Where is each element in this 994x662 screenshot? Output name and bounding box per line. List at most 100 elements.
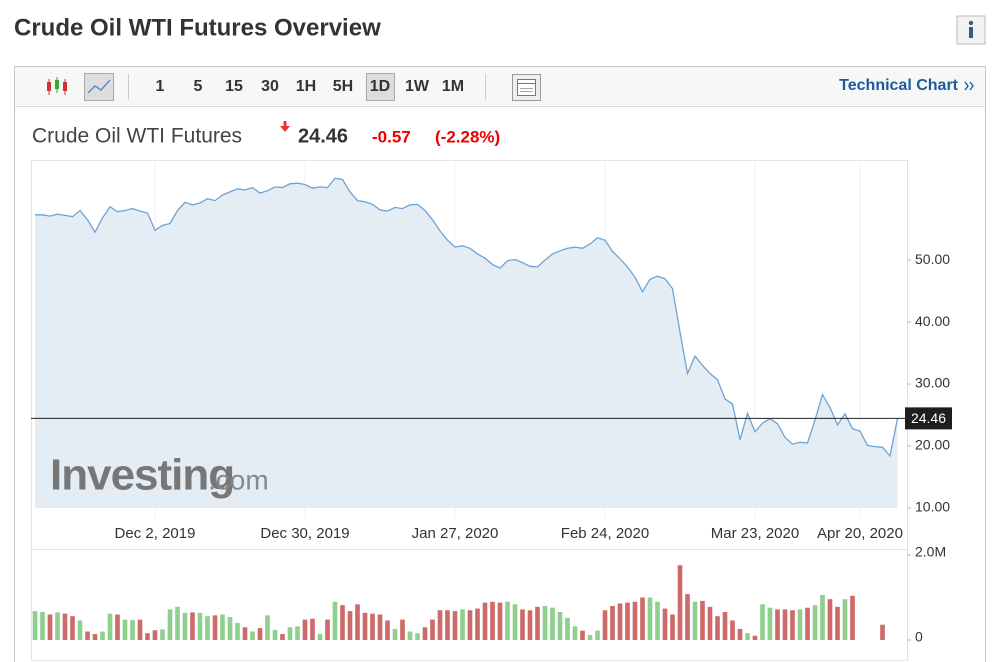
volume-bar bbox=[55, 612, 60, 640]
volume-bar bbox=[62, 613, 68, 640]
y-tick-label: 20.00 bbox=[915, 437, 950, 453]
volume-bar bbox=[85, 631, 90, 640]
volume-bar bbox=[362, 612, 368, 640]
volume-bar bbox=[625, 602, 630, 640]
volume-bar bbox=[130, 620, 135, 640]
interval-button[interactable]: 1W bbox=[405, 78, 430, 95]
volume-bar bbox=[655, 601, 660, 640]
volume-bar bbox=[707, 606, 713, 640]
volume-bar bbox=[827, 599, 833, 640]
y-tick-label: 30.00 bbox=[915, 375, 950, 391]
volume-bar bbox=[422, 627, 428, 640]
volume-bar bbox=[115, 614, 120, 640]
link-arrow[interactable] bbox=[964, 81, 974, 91]
volume-bar bbox=[602, 610, 608, 640]
price-change-percent: (-2.28%) bbox=[435, 127, 500, 146]
volume-bar bbox=[370, 613, 375, 640]
volume-bar bbox=[437, 610, 443, 640]
volume-bar bbox=[670, 614, 675, 640]
x-tick-label: Jan 27, 2020 bbox=[412, 525, 499, 542]
volume-bar bbox=[692, 601, 698, 640]
volume-bar bbox=[790, 610, 795, 640]
volume-bar bbox=[205, 616, 210, 640]
instrument-name: Crude Oil WTI Futures bbox=[32, 125, 242, 148]
active-interval bbox=[366, 73, 395, 101]
volume-bar bbox=[677, 565, 683, 640]
volume-bar bbox=[227, 617, 233, 640]
volume-bar bbox=[40, 611, 45, 640]
volume-bar bbox=[137, 619, 143, 640]
price-change: -0.57 bbox=[372, 127, 411, 146]
x-tick-label: Apr 20, 2020 bbox=[817, 525, 903, 542]
volume-bar bbox=[632, 601, 638, 640]
x-tick-label: Feb 24, 2020 bbox=[561, 525, 649, 542]
x-tick-label: Dec 30, 2019 bbox=[260, 525, 349, 542]
volume-bar bbox=[107, 613, 113, 640]
technical-chart-link[interactable]: Technical Chart bbox=[839, 77, 959, 94]
volume-bar bbox=[475, 608, 480, 640]
info-button[interactable] bbox=[956, 15, 986, 45]
volume-bar bbox=[452, 611, 458, 640]
interval-button[interactable]: 1H bbox=[296, 78, 316, 95]
volume-bar bbox=[325, 619, 330, 640]
volume-bar bbox=[482, 602, 488, 640]
volume-bar bbox=[340, 605, 345, 640]
volume-bar bbox=[392, 628, 398, 640]
interval-button[interactable]: 5 bbox=[194, 78, 203, 95]
y-tick-label: 0 bbox=[915, 629, 923, 645]
y-tick-label: 40.00 bbox=[915, 313, 950, 329]
volume-bar bbox=[190, 612, 195, 640]
volume-bar bbox=[467, 610, 473, 640]
volume-bar bbox=[842, 599, 848, 640]
volume-bar bbox=[580, 630, 585, 640]
volume-bar bbox=[160, 629, 165, 640]
volume-bar bbox=[310, 618, 315, 640]
interval-button[interactable]: 1D bbox=[370, 78, 390, 95]
volume-bar bbox=[880, 624, 885, 640]
interval-button[interactable]: 1M bbox=[442, 78, 464, 95]
watermark-suffix: .com bbox=[208, 464, 269, 495]
volume-bar bbox=[70, 616, 75, 640]
volume-bar bbox=[272, 629, 278, 640]
volume-bar bbox=[182, 612, 188, 640]
volume-bar bbox=[565, 617, 570, 640]
volume-bar bbox=[550, 607, 555, 640]
volume-bar bbox=[775, 609, 780, 640]
interval-button[interactable]: 30 bbox=[261, 78, 279, 95]
volume-bar bbox=[617, 603, 623, 640]
volume-bar bbox=[347, 611, 353, 640]
volume-bar bbox=[812, 605, 818, 640]
toolbar bbox=[15, 67, 985, 105]
volume-bar bbox=[280, 634, 285, 640]
volume-bar bbox=[377, 614, 383, 640]
interval-button[interactable]: 1 bbox=[156, 78, 165, 95]
volume-bar bbox=[685, 594, 690, 640]
volume-bar bbox=[235, 623, 240, 640]
page-title: Crude Oil WTI Futures Overview bbox=[14, 14, 381, 41]
volume-bar bbox=[850, 595, 855, 640]
volume-bar bbox=[302, 619, 308, 640]
volume-bar bbox=[505, 601, 510, 640]
last-price: 24.46 bbox=[298, 125, 348, 147]
volume-bar bbox=[700, 600, 705, 640]
volume-bar bbox=[122, 619, 128, 640]
volume-bar bbox=[715, 616, 720, 640]
volume-bar bbox=[497, 602, 503, 640]
volume-bar bbox=[512, 604, 518, 640]
volume-bar bbox=[490, 601, 495, 640]
volume-bar bbox=[415, 633, 420, 640]
candle-icon[interactable] bbox=[47, 77, 67, 95]
price-pane: 10.00 20.00 30.00 40.00 50.00 Dec 2, 2019 Dec … bbox=[31, 160, 952, 542]
volume-bar bbox=[242, 627, 248, 640]
volume-bar bbox=[595, 630, 600, 640]
line-icon[interactable] bbox=[84, 73, 114, 101]
volume-bar bbox=[835, 606, 840, 640]
watermark-brand: Investing bbox=[50, 451, 234, 500]
interval-button[interactable]: 15 bbox=[225, 78, 243, 95]
interval-button[interactable]: 5H bbox=[333, 78, 353, 95]
down-arrow bbox=[280, 126, 290, 132]
volume-bar bbox=[400, 619, 405, 640]
layout-icon[interactable] bbox=[512, 74, 541, 101]
